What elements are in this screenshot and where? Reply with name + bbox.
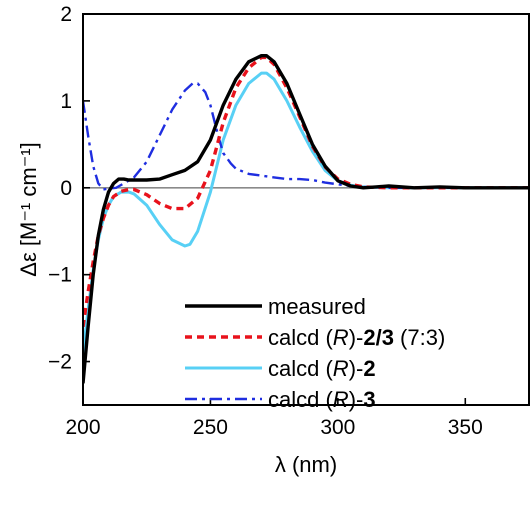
legend-label-0: measured [268, 294, 366, 319]
y-tick-label: 1 [60, 90, 72, 113]
y-tick-label: 0 [60, 177, 72, 200]
x-tick-label: 250 [193, 416, 228, 439]
tick-layer: 200 250 300 350 −2 −1 0 1 2 [48, 3, 483, 439]
series-line-1 [83, 55, 529, 328]
legend: measured calcd (R)-2/3 (7:3) calcd (R)-2 ca… [185, 294, 445, 412]
series-line-3 [83, 82, 529, 191]
legend-label-2: calcd (R)-2 [268, 356, 376, 381]
x-tick-label: 200 [65, 416, 100, 439]
plot-frame [82, 13, 530, 406]
legend-label-1: calcd (R)-2/3 (7:3) [268, 325, 445, 350]
y-tick-label: −2 [48, 351, 72, 374]
y-tick-label: 2 [60, 3, 72, 26]
x-tick-label: 350 [448, 416, 483, 439]
series-line-0 [83, 54, 529, 384]
x-axis-label: λ (nm) [275, 452, 337, 477]
x-tick-label: 300 [320, 416, 355, 439]
y-axis-label: Δε [M⁻¹ cm⁻¹] [16, 142, 41, 276]
series-layer [83, 54, 529, 384]
y-tick-label: −1 [48, 264, 72, 287]
legend-label-3: calcd (R)-3 [268, 387, 376, 412]
